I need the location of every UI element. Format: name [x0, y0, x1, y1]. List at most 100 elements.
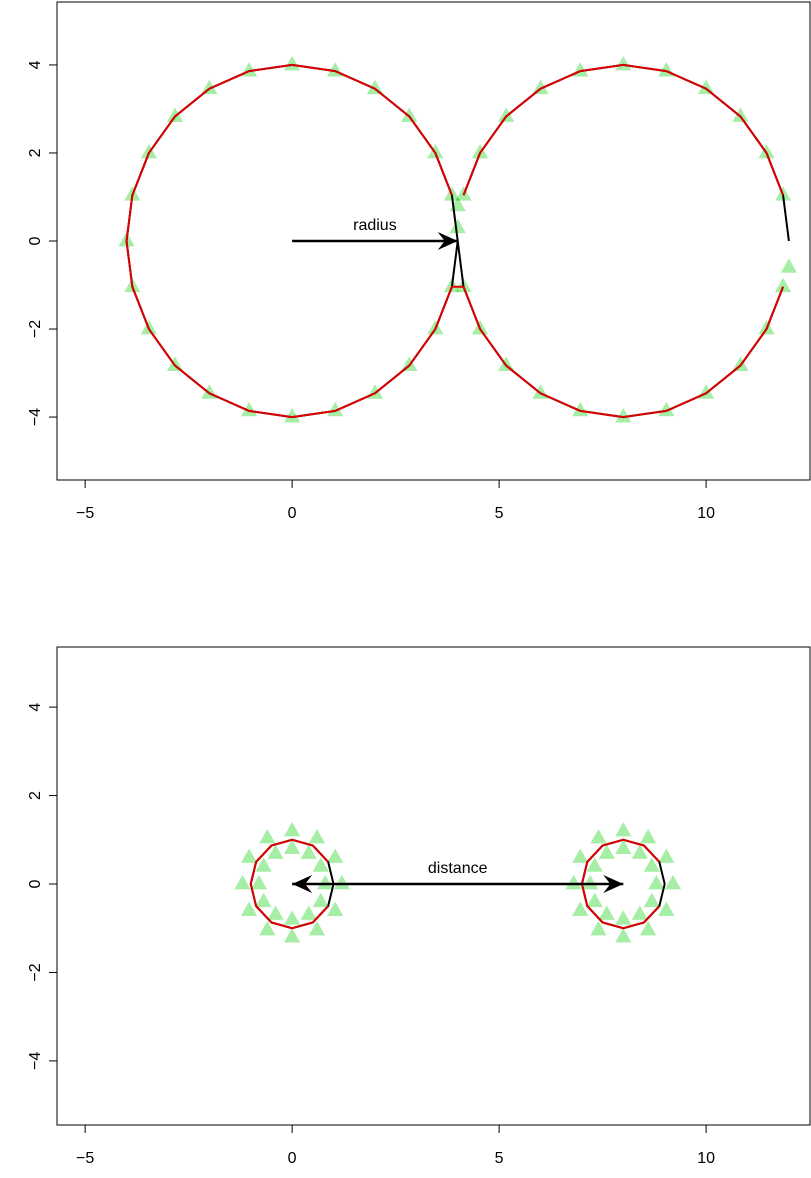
- point: [586, 857, 603, 872]
- x-tick-label: 5: [495, 1150, 504, 1167]
- point: [697, 79, 715, 95]
- x-tick-label: 10: [697, 505, 715, 522]
- point: [615, 839, 632, 855]
- point: [643, 892, 660, 908]
- plot: −5 0 5 10 −4 −2 0 2 4 distance: [27, 646, 811, 1167]
- point: [498, 356, 515, 371]
- point: [240, 848, 258, 863]
- y-tick-label: −2: [27, 963, 44, 981]
- point: [572, 401, 589, 417]
- x-tick-label: −5: [76, 505, 94, 522]
- point: [267, 844, 284, 859]
- point: [631, 905, 648, 920]
- point: [498, 107, 515, 122]
- point: [532, 79, 549, 95]
- x-tick-label: −5: [76, 1150, 94, 1167]
- point: [312, 857, 329, 872]
- point: [300, 905, 317, 920]
- y-tick-label: −4: [27, 1052, 44, 1070]
- point: [732, 356, 749, 371]
- point: [240, 901, 258, 916]
- point: [401, 107, 418, 122]
- annotation: distance: [428, 860, 488, 877]
- point: [615, 55, 632, 71]
- point: [471, 143, 489, 159]
- x-tick-label: 10: [697, 1150, 715, 1167]
- arrow-head: [437, 232, 458, 250]
- annotation: radius: [353, 217, 397, 234]
- point: [284, 408, 301, 423]
- point: [327, 848, 344, 863]
- point: [284, 928, 301, 943]
- point: [234, 875, 251, 890]
- point: [643, 857, 660, 872]
- line: [462, 63, 785, 196]
- line: [462, 63, 790, 242]
- point: [284, 55, 301, 71]
- point: [572, 901, 589, 916]
- y-tick-label: 0: [27, 236, 44, 245]
- point: [308, 920, 326, 936]
- point: [658, 401, 675, 417]
- point: [427, 143, 444, 159]
- point: [300, 844, 317, 859]
- point: [267, 905, 284, 920]
- point: [640, 829, 657, 844]
- point: [615, 821, 632, 837]
- point: [317, 875, 334, 890]
- point: [327, 901, 344, 916]
- y-tick-label: −2: [27, 320, 44, 338]
- point: [658, 901, 675, 916]
- plot-box: [56, 646, 811, 1126]
- point: [648, 875, 665, 890]
- point: [586, 892, 603, 908]
- point: [366, 79, 384, 95]
- point: [640, 920, 657, 936]
- point: [308, 829, 326, 844]
- point: [658, 848, 675, 863]
- point: [615, 928, 632, 943]
- point: [259, 920, 276, 936]
- point: [255, 892, 272, 908]
- point: [582, 875, 599, 890]
- point: [327, 401, 344, 417]
- point: [615, 408, 632, 423]
- point: [732, 107, 749, 122]
- point: [780, 258, 797, 273]
- y-tick-label: 4: [27, 60, 44, 69]
- point: [166, 356, 184, 371]
- point: [758, 143, 775, 159]
- point: [140, 143, 157, 159]
- point: [240, 401, 258, 417]
- point: [259, 829, 276, 844]
- y-tick-label: 2: [27, 791, 44, 800]
- point: [166, 107, 184, 122]
- line: [125, 63, 785, 419]
- point: [312, 892, 329, 908]
- point: [774, 277, 792, 293]
- y-tick-label: 2: [27, 148, 44, 157]
- point: [284, 821, 301, 837]
- point: [615, 910, 632, 925]
- point: [449, 218, 466, 234]
- y-tick-label: 4: [27, 703, 44, 712]
- x-tick-label: 0: [288, 1150, 297, 1167]
- line: [249, 838, 329, 930]
- arrow-head: [603, 875, 624, 894]
- x-tick-label: 5: [495, 505, 504, 522]
- point: [333, 875, 350, 890]
- point: [284, 839, 301, 855]
- point: [201, 79, 218, 95]
- arrow-head: [292, 875, 313, 894]
- point: [590, 829, 607, 844]
- point: [590, 920, 607, 936]
- point: [572, 848, 589, 863]
- y-tick-label: −4: [27, 408, 44, 426]
- x-tick-label: 0: [288, 505, 297, 522]
- point: [598, 844, 615, 859]
- y-tick-label: 0: [27, 879, 44, 888]
- point: [565, 875, 582, 890]
- point: [598, 905, 615, 920]
- point: [631, 844, 648, 859]
